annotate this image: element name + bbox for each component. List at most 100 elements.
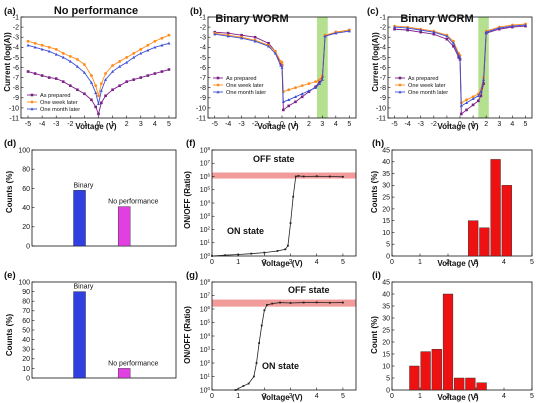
panel-d-ytick-label: 0 — [26, 243, 30, 250]
panel-a-point-one-week-later — [132, 51, 136, 55]
panel-a-point-one-month-later — [94, 91, 98, 94]
panel-e-ytick-label: 0 — [26, 375, 30, 382]
panel-a-xtick-label: 5 — [167, 121, 171, 128]
panel-h-xlabel: Voltage (V) — [437, 259, 479, 268]
panel-a-point-one-week-later — [94, 84, 98, 88]
panel-b-point-one-month-later — [323, 34, 327, 38]
panel-b-legend-label-one-month-later: One month later — [226, 90, 266, 96]
panel-c-point-one-month-later — [510, 24, 514, 28]
panel-b-ytick-label: -1 — [200, 14, 206, 21]
panel-a-point-one-week-later — [26, 39, 30, 43]
panel-a-point-one-week-later — [75, 58, 79, 61]
panel-c-xtick-label: 5 — [524, 121, 528, 128]
panel-h-voltage-histogram: (h) Counts (%) Voltage (V) 0 1 2 3 4 50510152… — [370, 138, 534, 268]
panel-b-xtick-label: 2 — [307, 121, 311, 128]
panel-c-switching-window — [478, 17, 489, 118]
panel-b-point-one-month-later — [226, 34, 230, 38]
panel-i-bar — [476, 382, 487, 391]
panel-a-point-one-month-later — [167, 41, 171, 45]
panel-a-point-as-prepared — [139, 76, 143, 79]
panel-d-label: (d) — [4, 138, 16, 149]
panel-a-point-one-month-later — [111, 69, 115, 73]
panel-b-ytick-label: -11 — [196, 115, 206, 122]
panel-a-point-one-week-later — [125, 56, 129, 59]
panel-i-ytick-label: 45 — [382, 279, 390, 286]
panel-d-ytick-label: 20 — [22, 224, 30, 231]
panel-a-point-as-prepared — [111, 88, 114, 92]
panel-c-point-one-month-later — [482, 78, 486, 81]
panel-h-bar — [501, 185, 512, 257]
panel-b-point-one-week-later — [307, 82, 311, 86]
panel-f-frame — [211, 149, 357, 257]
panel-g-ratio-line — [235, 301, 343, 391]
panel-c-xtick-label: -1 — [444, 121, 450, 128]
panel-a-point-one-month-later — [125, 60, 129, 64]
panel-a-point-one-week-later — [33, 41, 37, 45]
panel-c-point-one-month-later — [406, 26, 410, 30]
panel-a-point-as-prepared — [76, 88, 79, 92]
panel-b-title: Binary WORM — [215, 13, 288, 25]
panel-c-xtick-label: -4 — [405, 121, 411, 128]
panel-i-bar — [442, 293, 454, 391]
panel-a-xtick-label: 0 — [97, 121, 101, 128]
panel-b-legend-label-as-prepared: As prepared — [226, 76, 256, 82]
panel-a-point-legend-one-month-later — [30, 107, 34, 111]
panel-f-ratio-point — [328, 175, 331, 178]
panel-c-xtick-label: -3 — [418, 121, 424, 128]
panel-a-label: (a) — [4, 6, 16, 17]
panel-f-ratio-point — [315, 175, 318, 178]
panel-a-point-legend-as-prepared — [30, 93, 34, 97]
panel-f-ytick-label: 104 — [200, 199, 211, 208]
panel-a-xtick-label: -4 — [39, 121, 45, 128]
panel-i-ytick-label: 25 — [382, 327, 390, 334]
panel-d-bar-label-binary: Binary — [74, 182, 94, 189]
panel-e-label: (e) — [4, 270, 16, 281]
panel-b-point-legend-one-month-later — [216, 90, 220, 94]
panel-h-ytick-label: 15 — [382, 218, 390, 225]
panel-a-point-as-prepared — [94, 105, 97, 109]
panel-b-point-as-prepared — [279, 62, 282, 65]
panel-h-xtick-label: 5 — [530, 259, 534, 266]
panel-c-point-as-prepared — [471, 103, 475, 107]
panel-c-point-one-week-later — [471, 95, 475, 99]
panel-e-ytick-label: 80 — [22, 299, 30, 306]
panel-e-ytick-label: 40 — [22, 337, 30, 344]
panel-b-ytick-label: -10 — [196, 105, 206, 112]
panel-c-ytick-label: -10 — [376, 105, 386, 112]
panel-a-point-as-prepared — [132, 78, 136, 81]
panel-f-ratio-point — [211, 255, 213, 257]
panel-e-ytick-label: 20 — [22, 356, 30, 363]
panel-f-off-state-label: OFF state — [253, 154, 295, 164]
panel-f-ratio-point — [297, 175, 300, 177]
panel-a-point-one-week-later — [97, 94, 100, 98]
panel-b-point-one-week-later — [294, 86, 297, 90]
panel-f-off-state-band — [212, 172, 356, 179]
panel-a-point-as-prepared — [125, 80, 128, 83]
panel-c-ylabel: Current (log(A)) — [371, 32, 380, 92]
panel-f-ratio-point — [237, 253, 240, 256]
panel-a-point-one-month-later — [99, 89, 103, 92]
panel-a-ytick-label: -9 — [13, 95, 19, 102]
panel-b-xtick-label: -1 — [265, 121, 271, 128]
panel-e-bar-no-performance — [117, 368, 131, 379]
panel-g-ytick-label: 102 — [200, 359, 211, 368]
panel-b-point-one-week-later — [300, 84, 304, 88]
panel-c-legend-label-one-week-later: One week later — [408, 83, 446, 89]
panel-a-point-one-month-later — [132, 55, 136, 59]
panel-b-ytick-label: -2 — [200, 25, 206, 32]
panel-a-ytick-label: -6 — [13, 65, 19, 72]
panel-d-ytick-label: 60 — [22, 186, 30, 193]
panel-b-switching-window — [316, 17, 328, 118]
panel-i-label: (i) — [372, 270, 381, 281]
panel-f-ratio-line — [211, 175, 343, 257]
panel-c-point-as-prepared — [393, 27, 396, 31]
panel-g-ratio-point — [289, 302, 292, 304]
panel-a-xtick-label: -3 — [53, 121, 59, 128]
panel-g-ratio-point — [234, 389, 237, 391]
panel-a-point-as-prepared — [33, 72, 37, 75]
panel-c-point-one-month-later — [523, 23, 527, 27]
panel-i-xtick-label: 5 — [530, 393, 534, 400]
panel-i-ytick-label: 20 — [382, 339, 390, 346]
panel-h-ytick-label: 5 — [386, 242, 390, 249]
panel-h-ytick-label: 10 — [382, 230, 390, 237]
